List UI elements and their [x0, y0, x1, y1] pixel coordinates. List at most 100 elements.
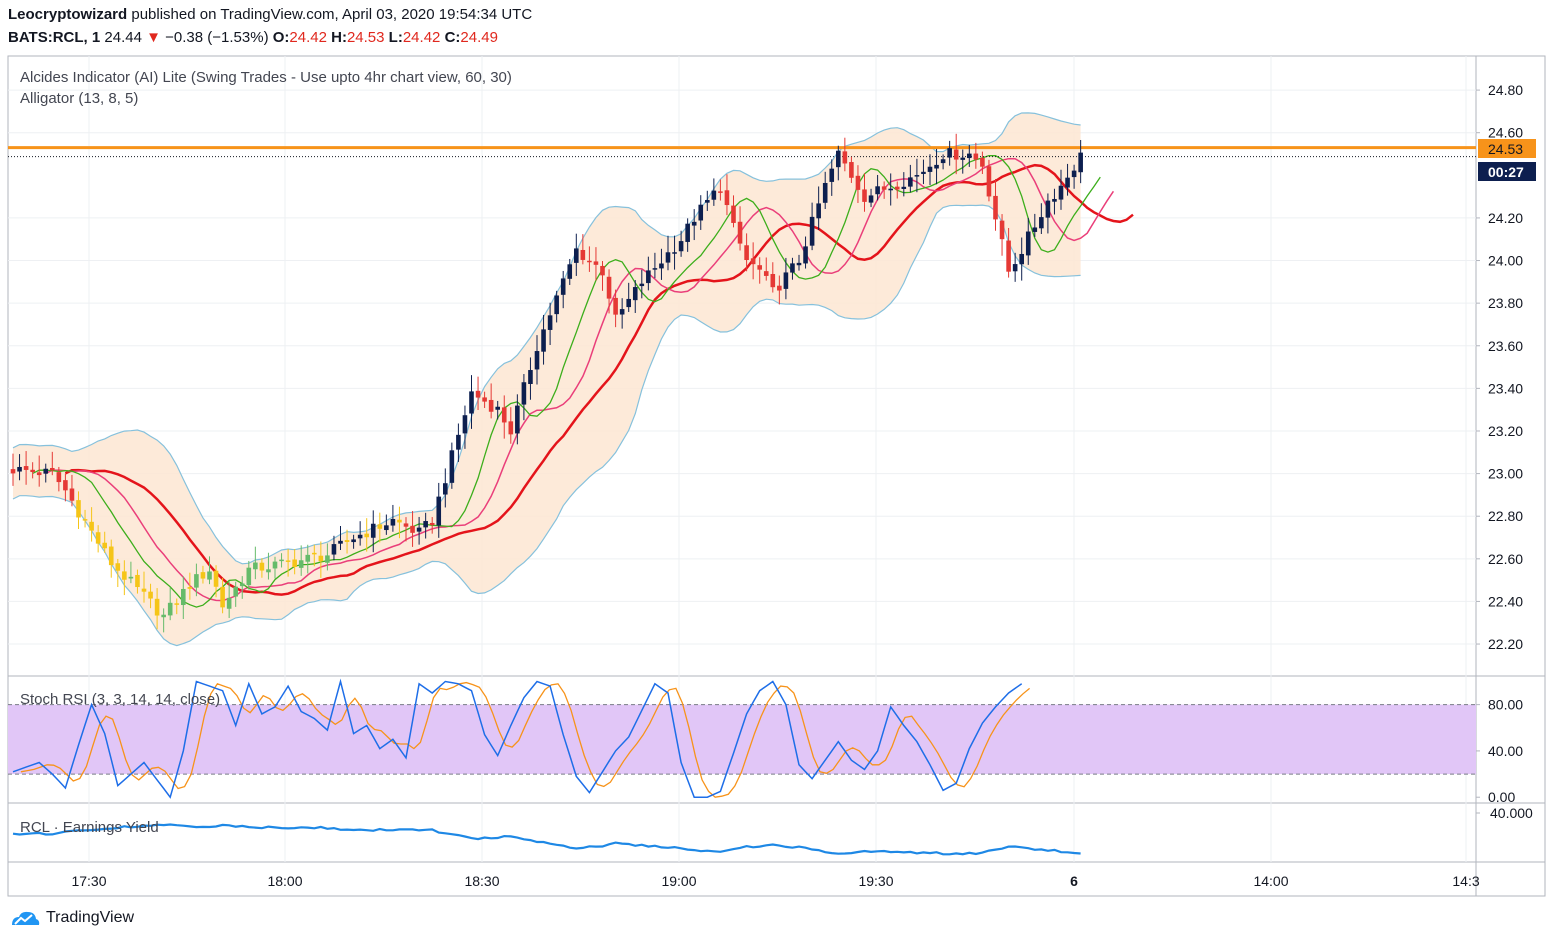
candle-body [23, 466, 29, 470]
candle-body [711, 190, 717, 200]
candle-body [1006, 240, 1011, 272]
candle-body [272, 561, 278, 569]
candle-body [718, 191, 723, 193]
candle-body [50, 467, 55, 471]
candle-body [115, 563, 121, 571]
down-arrow-icon: ▼ [146, 29, 161, 46]
candle-body [213, 570, 219, 587]
candle-body [528, 370, 533, 384]
candle-body [691, 221, 697, 226]
candle-body [63, 480, 68, 491]
candle-body [462, 415, 468, 434]
candle-body [443, 483, 448, 495]
ohlc-legend: BATS:RCL, 1 24.44 ▼ −0.38 (−1.53%) O:24.… [8, 29, 498, 46]
candle-body [567, 264, 573, 279]
candle-body [331, 544, 337, 555]
candle-body [855, 175, 861, 190]
candle-body [927, 166, 933, 172]
candle-body [685, 223, 690, 242]
candle-body [194, 574, 199, 588]
candle-body [416, 527, 422, 532]
candle-body [737, 221, 743, 244]
candle-body [646, 270, 651, 284]
candle-body [574, 248, 579, 263]
candle-body [135, 574, 140, 588]
candle-body [325, 555, 330, 563]
candle-body [777, 285, 782, 291]
price-tag-label: 24.53 [1488, 141, 1523, 157]
candle-body [436, 496, 442, 526]
high-label: H: [331, 29, 347, 46]
candle-body [508, 421, 514, 435]
candle-body [167, 602, 173, 616]
candle-body [200, 572, 206, 579]
candle-body [449, 450, 455, 483]
stoch-rsi-title[interactable]: Stoch RSI (3, 3, 14, 14, close) [20, 691, 220, 708]
candle-body [226, 597, 232, 609]
x-tick-label: 14:3 [1452, 873, 1479, 889]
candle-body [246, 567, 252, 586]
candle-body [56, 472, 62, 483]
symbol-label[interactable]: BATS:RCL, 1 [8, 29, 101, 46]
indicator-label-alcides[interactable]: Alcides Indicator (AI) Lite (Swing Trade… [20, 69, 512, 86]
candle-body [613, 297, 618, 315]
candle-body [600, 265, 605, 276]
candle-body [763, 271, 769, 276]
countdown-tag [1478, 162, 1536, 181]
candle-body [298, 560, 304, 568]
low-value: 24.42 [402, 29, 441, 46]
indicator-label-alligator[interactable]: Alligator (13, 8, 5) [20, 90, 138, 107]
stoch-rsi-k-line [12, 678, 1023, 799]
candle-body [980, 157, 985, 167]
tradingview-cloud-icon [12, 911, 40, 925]
candle-body [783, 272, 789, 289]
candle-body [698, 204, 704, 221]
candle-body [908, 177, 913, 187]
candle-body [488, 399, 494, 412]
tradingview-logo[interactable]: TradingView [10, 909, 134, 927]
candle-body [429, 522, 435, 526]
rsi-tick-label: 40.00 [1488, 743, 1523, 759]
candle-body [672, 252, 677, 254]
candle-body [639, 283, 645, 287]
candle-body [587, 260, 592, 263]
candle-body [515, 405, 520, 434]
candle-body [632, 287, 638, 301]
alligator-lips-line [32, 154, 1101, 608]
price-tick-label: 24.20 [1488, 210, 1523, 226]
price-tick-label: 22.40 [1488, 593, 1523, 609]
countdown-label: 00:27 [1488, 164, 1524, 180]
candle-body [659, 263, 664, 269]
candle-body [207, 571, 212, 580]
candle-body [770, 273, 776, 288]
author-name[interactable]: Leocryptowizard [8, 6, 128, 23]
open-label: O: [272, 29, 290, 46]
candle-body [17, 466, 22, 472]
candle-body [187, 587, 193, 589]
candle-body [233, 586, 238, 597]
stoch-rsi-band [8, 704, 1476, 775]
price-tick-label: 22.80 [1488, 508, 1523, 524]
candle-body [790, 263, 795, 273]
candle-body [875, 186, 880, 195]
candle-body [554, 295, 559, 315]
candle-body [862, 189, 867, 202]
candle-body [108, 546, 114, 566]
candle-body [1052, 198, 1057, 202]
candle-body [724, 190, 730, 206]
candle-body [351, 539, 356, 543]
candle-body [809, 216, 815, 246]
earnings-yield-label[interactable]: RCL · Earnings Yield [20, 819, 159, 836]
candle-body [259, 562, 265, 571]
candle-body [1045, 200, 1051, 218]
candle-body [750, 258, 756, 265]
candle-body [95, 532, 101, 544]
candle-body [1039, 217, 1044, 229]
published-text: published on TradingView.com, April 03, … [131, 6, 533, 23]
candle-body [731, 205, 736, 223]
candle-body [541, 329, 546, 352]
earnings-yield-line [12, 823, 1081, 856]
candle-body [757, 265, 762, 270]
candle-body [36, 472, 42, 476]
